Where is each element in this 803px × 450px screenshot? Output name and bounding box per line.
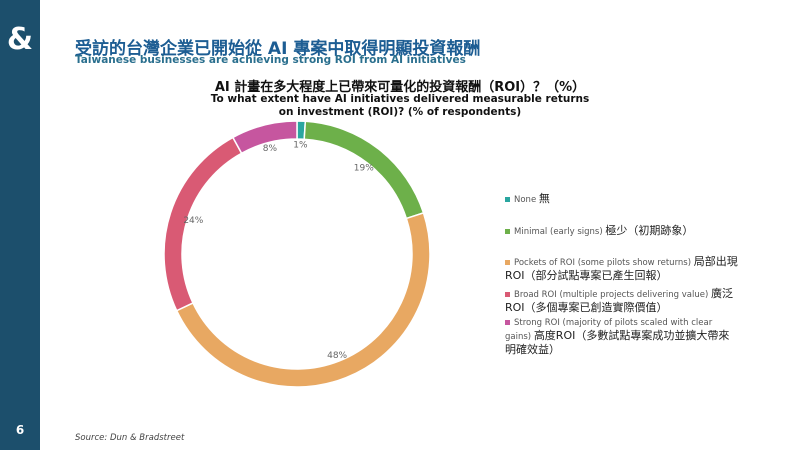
legend-label-zh: 極少（初期跡象） (605, 224, 694, 237)
legend-label: Minimal (early signs) (514, 227, 603, 237)
chart-subtitle: To what extent have AI initiatives deliv… (210, 93, 590, 118)
value-label: 19% (354, 163, 374, 173)
chart-title: AI 計畫在多大程度上已帶來可量化的投資報酬（ROI）？（%） (214, 80, 586, 95)
legend-item: Strong ROI (majority of pilots scaled wi… (505, 318, 740, 357)
slide-title: 受訪的台灣企業已開始從 AI 專案中取得明顯投資報酬 (75, 39, 481, 59)
source: Source: Dun & Bradstreet (75, 433, 185, 443)
legend-label: None (514, 195, 537, 205)
legend-item: Pockets of ROI (some pilots show returns… (505, 255, 740, 283)
legend-swatch (505, 292, 510, 297)
slide-subtitle: Taiwanese businesses are achieving stron… (75, 54, 466, 66)
legend-label: Broad ROI (multiple projects delivering … (514, 290, 709, 300)
legend-label: Pockets of ROI (some pilots show returns… (514, 258, 692, 268)
donut-slice (231, 120, 298, 155)
sidebar (0, 0, 40, 450)
value-label: 8% (263, 144, 278, 154)
legend-item: Minimal (early signs) 極少（初期跡象） (505, 224, 740, 238)
legend-label-zh: 局部出現ROI（部分試點專案已產生回報） (505, 255, 738, 282)
legend-swatch (505, 320, 510, 325)
donut-slice (175, 211, 431, 388)
legend-label: Strong ROI (majority of pilots scaled wi… (505, 318, 713, 342)
legend-label-zh: 高度ROI（多數試點專案成功並擴大帶來明確效益） (505, 329, 730, 356)
legend-swatch (505, 197, 510, 202)
value-label: 48% (327, 351, 347, 361)
legend-label-zh: 廣泛ROI（多個專案已創造實際價值） (505, 287, 733, 314)
value-label: 24% (183, 216, 203, 226)
legend-label-zh: 無 (538, 192, 550, 205)
legend-swatch (505, 229, 510, 234)
logo: & (6, 22, 34, 57)
page-number: 6 (15, 423, 25, 437)
legend-item: None 無 (505, 192, 740, 206)
legend-swatch (505, 260, 510, 265)
legend-item: Broad ROI (multiple projects delivering … (505, 287, 740, 315)
value-label: 1% (293, 141, 308, 151)
